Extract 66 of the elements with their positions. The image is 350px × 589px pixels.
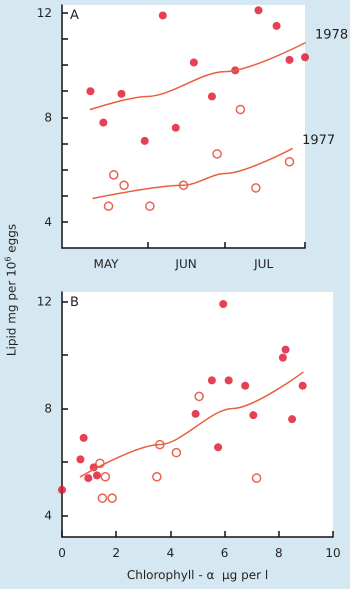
- point: [76, 455, 84, 464]
- point: [58, 486, 66, 494]
- point: [301, 53, 309, 62]
- y-tick-label: 12: [36, 6, 52, 20]
- x-tick-label: 4: [166, 546, 174, 560]
- point: [99, 118, 108, 127]
- point: [219, 300, 228, 308]
- line-series: [92, 148, 293, 200]
- x-tick-label: 6: [220, 546, 228, 560]
- x-tick-label: JUL: [253, 257, 274, 271]
- point: [224, 376, 233, 384]
- point: [214, 443, 222, 452]
- line-series: [80, 372, 304, 478]
- point: [190, 58, 198, 66]
- point: [158, 11, 167, 20]
- point: [80, 434, 88, 442]
- point: [98, 493, 108, 503]
- annotation: B: [70, 295, 79, 310]
- point: [152, 472, 162, 482]
- point: [278, 354, 287, 362]
- point: [145, 201, 155, 211]
- point: [252, 473, 262, 483]
- point: [192, 410, 200, 418]
- annotation: A: [70, 8, 79, 23]
- x-axis-title: Chlorophyll - α μg per l: [126, 568, 268, 582]
- point: [86, 87, 94, 96]
- point: [208, 92, 216, 100]
- point: [140, 136, 149, 145]
- series-label: 1977: [302, 133, 336, 148]
- point: [119, 180, 129, 190]
- point: [298, 382, 307, 390]
- y-tick-label: 4: [44, 508, 52, 523]
- point: [236, 104, 246, 114]
- point: [212, 149, 222, 159]
- point: [286, 56, 294, 64]
- x-tick-label: 0: [58, 546, 66, 560]
- point: [249, 411, 258, 420]
- point: [104, 201, 114, 211]
- point: [288, 415, 296, 424]
- point: [108, 170, 118, 180]
- series-label: 1978: [315, 27, 348, 42]
- point: [100, 472, 110, 482]
- point: [172, 448, 182, 458]
- point: [107, 493, 117, 503]
- x-tick-label: MAY: [93, 257, 120, 271]
- x-tick-label: 2: [112, 546, 120, 560]
- point: [254, 6, 262, 14]
- point: [172, 124, 180, 132]
- point: [241, 382, 250, 390]
- y-tick-label: 4: [44, 214, 52, 229]
- x-tick-label: 8: [274, 546, 283, 560]
- point: [117, 90, 126, 98]
- x-tick-label: 10: [325, 546, 341, 560]
- point: [194, 392, 204, 402]
- y-tick-label: 8: [44, 401, 52, 416]
- point: [282, 346, 290, 354]
- point: [92, 471, 101, 480]
- y-tick-label: 8: [44, 110, 52, 124]
- y-tick-label: 12: [36, 294, 52, 308]
- point: [251, 183, 261, 193]
- line-series: [90, 42, 306, 110]
- point: [272, 22, 281, 30]
- point: [84, 474, 92, 482]
- point: [208, 376, 216, 384]
- point: [284, 157, 294, 167]
- x-tick-label: JUN: [174, 257, 197, 271]
